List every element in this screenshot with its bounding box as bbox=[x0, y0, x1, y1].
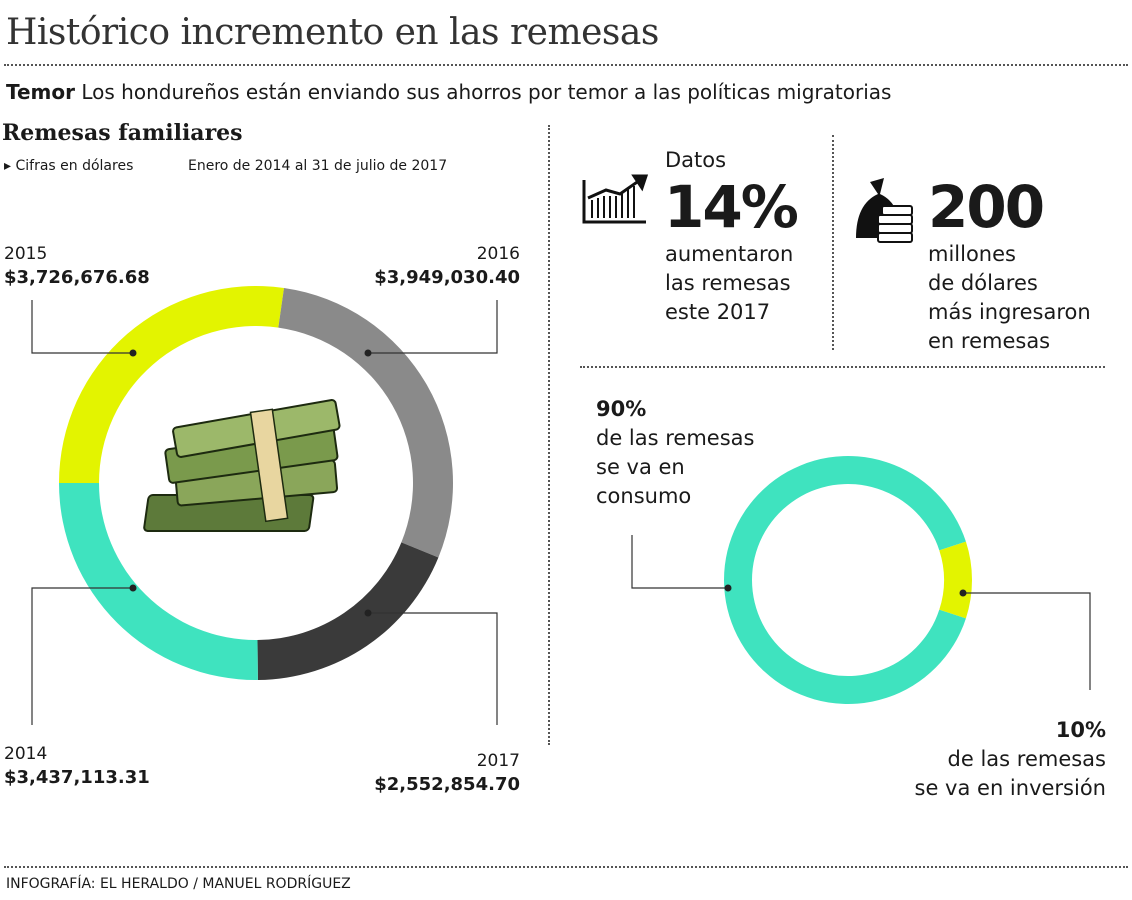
amount-text: millones de dólares más ingresaron en remes… bbox=[928, 240, 1091, 356]
datos-label: Datos bbox=[665, 148, 727, 172]
label-2014: 2014 $3,437,113.31 bbox=[4, 743, 150, 790]
amount: $3,949,030.40 bbox=[374, 267, 520, 288]
label-2017: 2017 $2,552,854.70 bbox=[374, 750, 520, 797]
year: 2015 bbox=[4, 244, 48, 264]
line: consumo bbox=[596, 484, 692, 508]
year: 2014 bbox=[4, 744, 48, 764]
line: aumentaron bbox=[665, 242, 794, 266]
pct: 10% bbox=[1055, 718, 1106, 742]
leader-dots bbox=[129, 349, 967, 617]
units-note: ▸ Cifras en dólares bbox=[4, 158, 134, 174]
line: las remesas bbox=[665, 271, 791, 295]
money-stack-icon bbox=[143, 399, 341, 532]
leader-inversion bbox=[963, 592, 1091, 690]
subtitle-text: Los hondureños están enviando sus ahorro… bbox=[81, 80, 892, 104]
label-2015: 2015 $3,726,676.68 bbox=[4, 243, 150, 290]
divider bbox=[4, 866, 1128, 868]
donut-slice-consumo bbox=[724, 456, 966, 704]
money-bag-icon bbox=[856, 178, 913, 243]
line: en remesas bbox=[928, 329, 1051, 353]
amount: $3,437,113.31 bbox=[4, 767, 150, 788]
leader-consumo bbox=[631, 535, 728, 589]
page-title: Histórico incremento en las remesas bbox=[6, 12, 659, 53]
pct-text: aumentaron las remesas este 2017 bbox=[665, 240, 793, 327]
credit: INFOGRAFÍA: EL HERALDO / MANUEL RODRÍGUE… bbox=[6, 876, 351, 892]
section-title: Remesas familiares bbox=[2, 120, 243, 146]
subtitle-lead: Temor bbox=[6, 80, 75, 104]
subtitle: Temor Los hondureños están enviando sus … bbox=[6, 80, 891, 104]
amount: $2,552,854.70 bbox=[374, 774, 520, 795]
line: de dólares bbox=[928, 271, 1038, 295]
line: se va en bbox=[596, 455, 685, 479]
line: de las remesas bbox=[596, 426, 755, 450]
donut-slice-inversión bbox=[939, 541, 972, 619]
label-2016: 2016 $3,949,030.40 bbox=[374, 243, 520, 290]
units-text: Cifras en dólares bbox=[15, 158, 134, 174]
divider bbox=[832, 135, 834, 350]
consumo-label: 90% de las remesas se va en consumo bbox=[596, 395, 754, 511]
divider bbox=[4, 64, 1128, 66]
line: este 2017 bbox=[665, 300, 771, 324]
uso-donut bbox=[724, 456, 972, 704]
divider bbox=[580, 366, 1105, 368]
remesas-donut bbox=[59, 285, 453, 680]
pct: 90% bbox=[596, 397, 647, 421]
donut-slice-2014 bbox=[59, 483, 258, 680]
inversion-label: 10% de las remesas se va en inversión bbox=[915, 716, 1106, 803]
donut-slice-2017 bbox=[257, 542, 439, 680]
line: se va en inversión bbox=[914, 776, 1106, 800]
amount: $3,726,676.68 bbox=[4, 267, 150, 288]
pct-14: 14% bbox=[664, 173, 799, 241]
year: 2016 bbox=[476, 244, 520, 264]
donut-slice-2015 bbox=[59, 285, 285, 483]
period-note: Enero de 2014 al 31 de julio de 2017 bbox=[188, 158, 448, 174]
leader-2014 bbox=[31, 587, 133, 725]
leader-lines bbox=[31, 300, 1091, 725]
divider bbox=[548, 125, 550, 745]
trend-chart-icon bbox=[582, 174, 649, 224]
leader-2017 bbox=[368, 612, 498, 725]
leader-2015 bbox=[31, 300, 133, 354]
year: 2017 bbox=[476, 751, 520, 771]
leader-2016 bbox=[368, 300, 498, 354]
donut-slice-2016 bbox=[278, 288, 453, 558]
amount-200: 200 bbox=[928, 173, 1045, 241]
line: de las remesas bbox=[947, 747, 1106, 771]
line: millones bbox=[928, 242, 1016, 266]
line: más ingresaron bbox=[928, 300, 1091, 324]
